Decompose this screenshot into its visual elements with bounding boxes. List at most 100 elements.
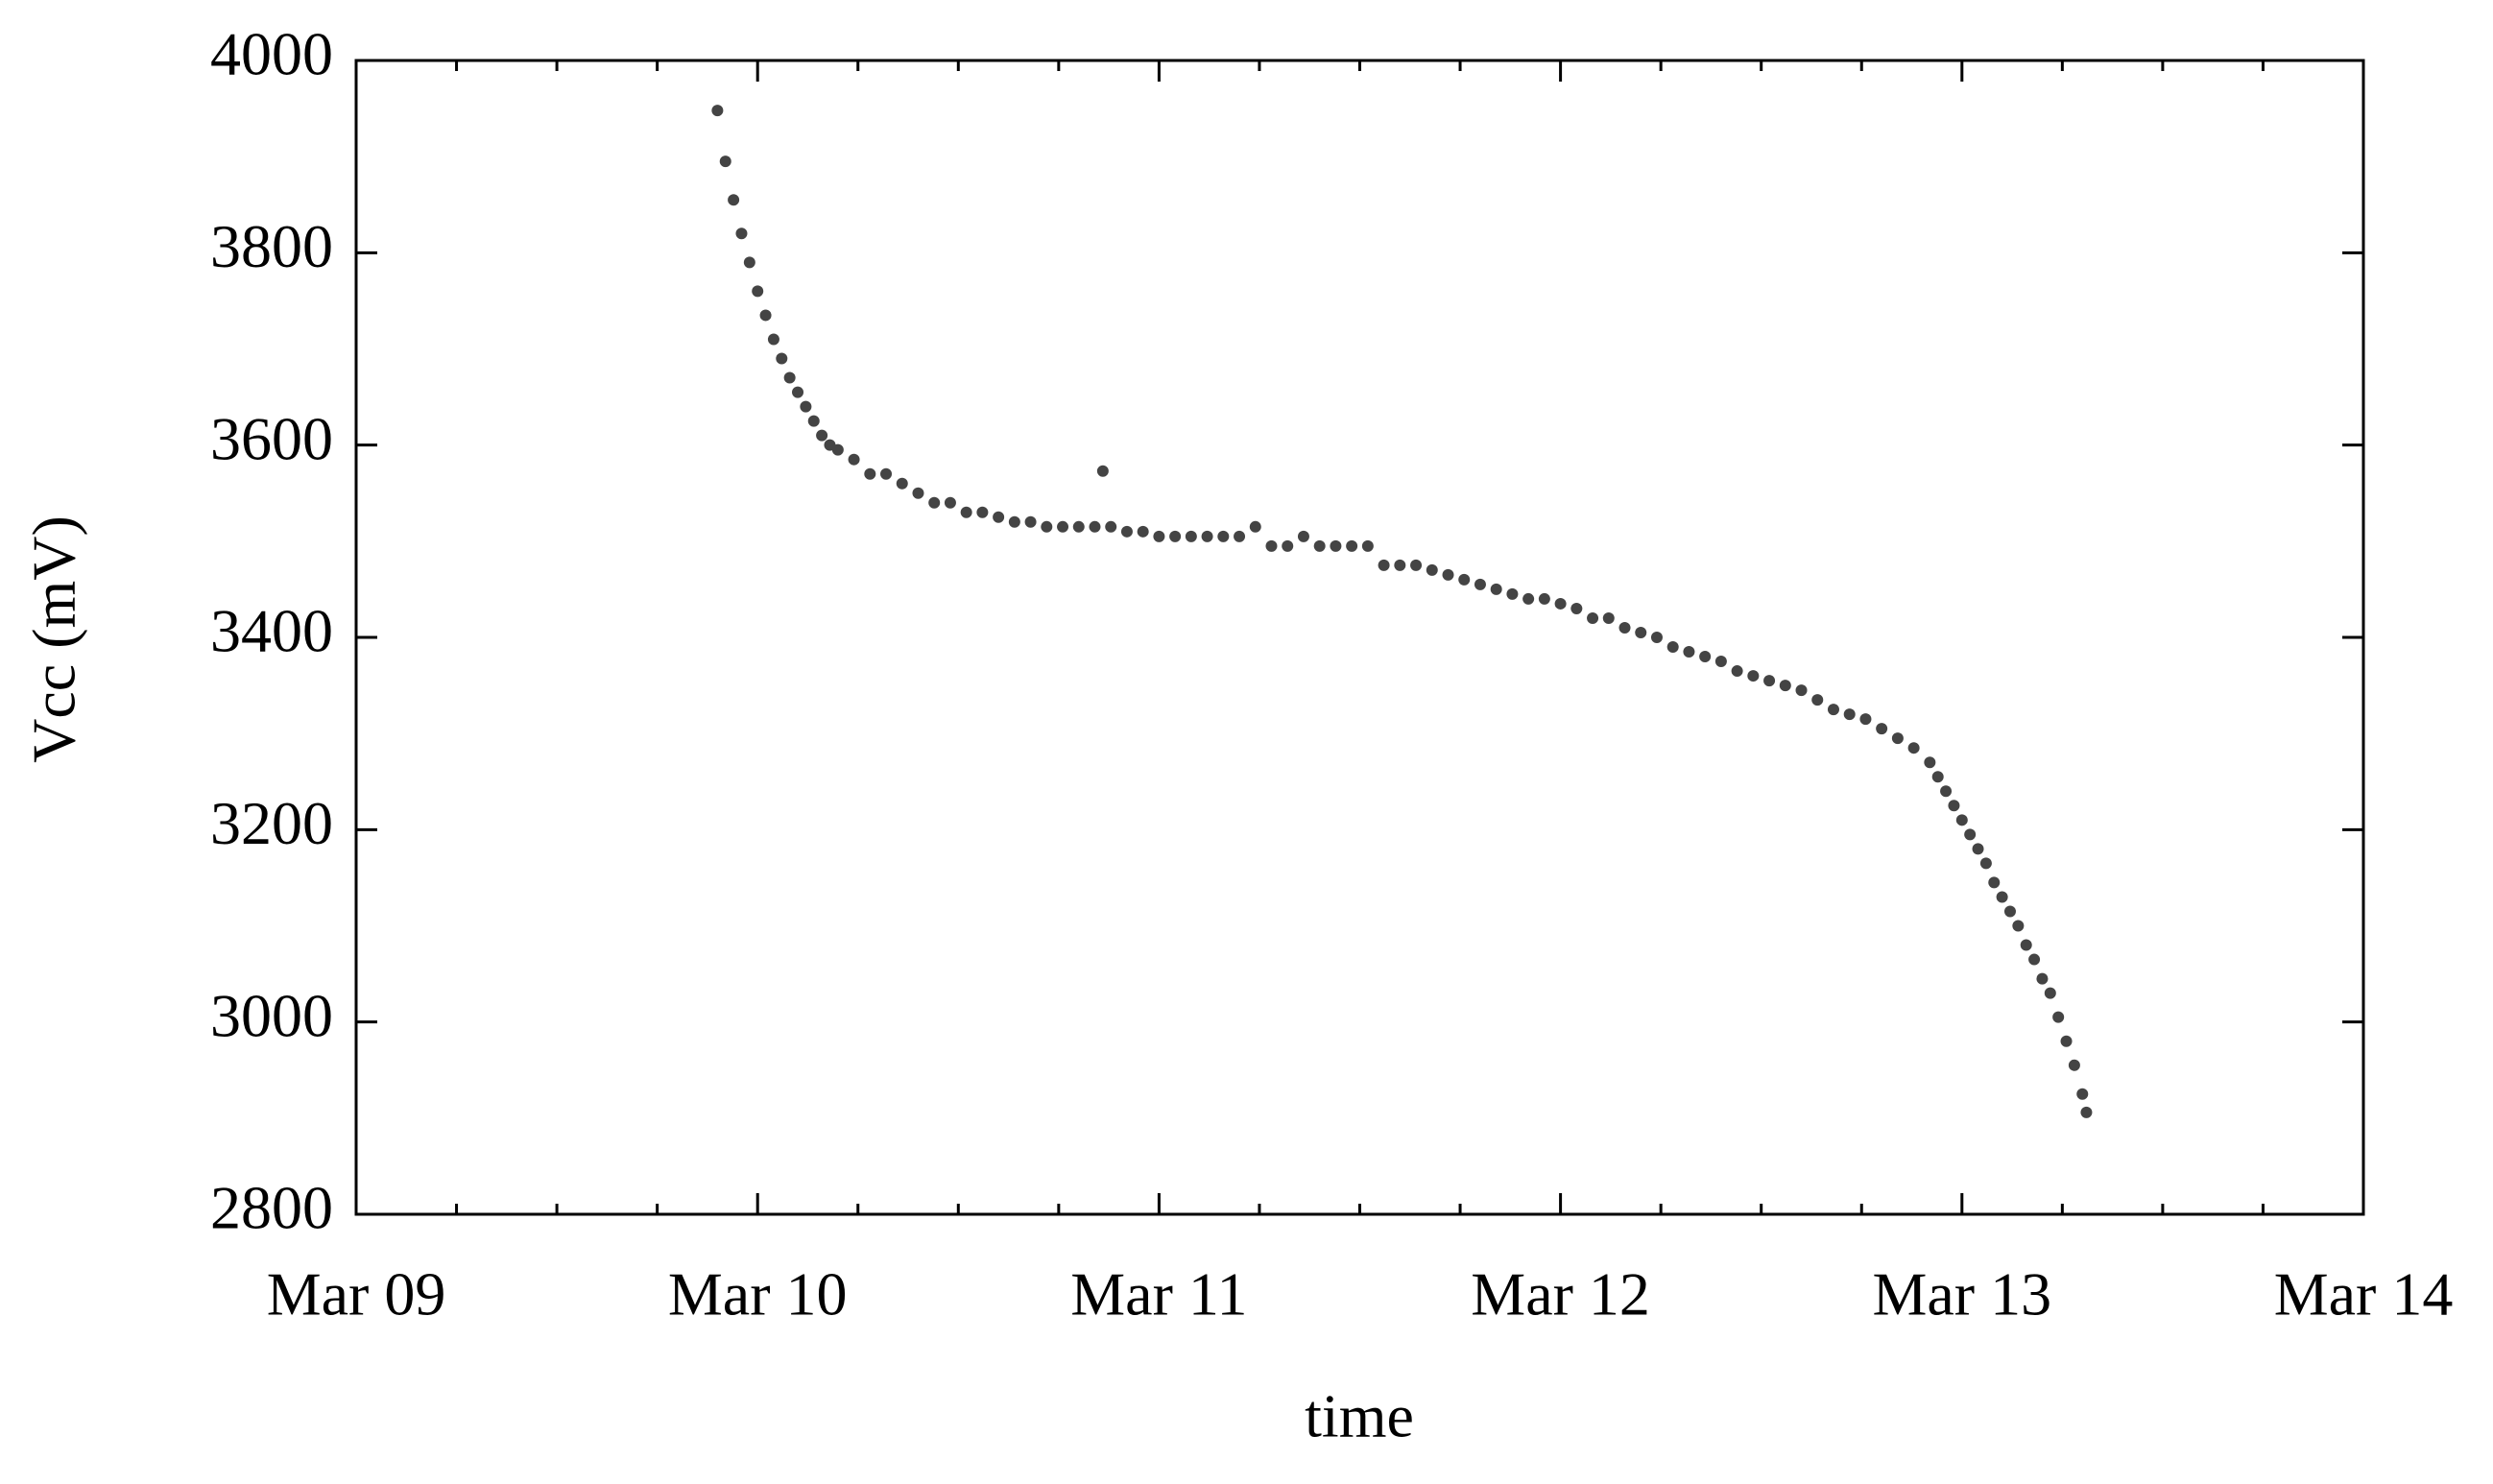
- data-point: [912, 487, 924, 499]
- data-point: [1964, 828, 1977, 841]
- x-tick-label: Mar 10: [668, 1260, 848, 1328]
- x-tick-label: Mar 12: [1471, 1260, 1650, 1328]
- data-point: [1265, 539, 1278, 552]
- data-point: [1683, 646, 1695, 658]
- data-point: [1378, 559, 1390, 571]
- data-point: [1120, 525, 1133, 538]
- data-point: [752, 285, 764, 298]
- y-tick-label: 3000: [210, 981, 333, 1049]
- data-point: [767, 333, 779, 346]
- data-point: [1876, 723, 1888, 735]
- data-point: [1948, 800, 1960, 812]
- data-point: [1330, 539, 1342, 552]
- data-point: [1217, 530, 1230, 542]
- y-tick-label: 3800: [210, 212, 333, 280]
- data-point: [1458, 573, 1471, 586]
- data-point: [1249, 520, 1261, 533]
- data-point: [1297, 530, 1309, 542]
- data-point: [1570, 602, 1583, 614]
- data-point: [1024, 515, 1037, 528]
- data-point: [1554, 597, 1567, 610]
- data-point: [1201, 530, 1213, 542]
- data-point: [816, 429, 828, 442]
- data-point: [1699, 651, 1712, 663]
- data-point: [880, 467, 893, 480]
- data-point: [1979, 857, 1992, 870]
- data-point: [2003, 905, 2016, 918]
- data-point: [1282, 539, 1294, 552]
- data-point: [1972, 843, 1984, 855]
- data-point: [2036, 972, 2049, 985]
- data-point: [1940, 785, 1953, 798]
- data-point: [960, 506, 972, 518]
- data-point: [1072, 520, 1085, 533]
- data-point: [944, 496, 956, 509]
- data-point: [1714, 656, 1727, 668]
- data-point: [2028, 953, 2041, 966]
- data-point: [1346, 539, 1358, 552]
- data-point: [2012, 920, 2025, 932]
- data-point: [1859, 713, 1872, 726]
- data-point: [1811, 694, 1824, 706]
- data-point: [864, 467, 876, 480]
- data-point: [1426, 563, 1438, 576]
- data-point: [1185, 530, 1197, 542]
- data-point: [1827, 704, 1839, 716]
- data-point: [2020, 939, 2032, 951]
- data-point: [1650, 632, 1663, 643]
- data-point: [759, 309, 772, 322]
- data-point: [2052, 1011, 2065, 1023]
- data-point: [1955, 814, 1968, 826]
- data-point: [2060, 1035, 2073, 1047]
- data-point: [728, 194, 740, 206]
- data-point: [792, 386, 804, 398]
- data-point: [1137, 525, 1149, 538]
- x-tick-label: Mar 09: [267, 1260, 446, 1328]
- data-point: [1988, 876, 2001, 889]
- data-point: [1474, 578, 1486, 590]
- data-point: [2068, 1059, 2080, 1071]
- data-point: [1506, 587, 1519, 600]
- data-point: [848, 453, 860, 466]
- data-point: [1410, 559, 1423, 571]
- data-point: [831, 443, 844, 456]
- y-tick-label: 4000: [210, 20, 333, 88]
- data-point: [1394, 559, 1406, 571]
- data-point: [1096, 465, 1109, 477]
- data-point: [1041, 520, 1053, 533]
- data-point: [1089, 520, 1101, 533]
- data-point: [776, 352, 788, 365]
- data-point: [1057, 520, 1069, 533]
- data-point: [743, 256, 755, 269]
- y-tick-label: 3400: [210, 597, 333, 665]
- data-point: [976, 506, 989, 518]
- data-point: [783, 371, 796, 384]
- data-point: [1747, 670, 1760, 682]
- data-point: [1779, 680, 1791, 692]
- data-point: [1538, 592, 1550, 605]
- data-point: [896, 477, 908, 490]
- data-point: [807, 415, 820, 427]
- y-tick-label: 3200: [210, 789, 333, 857]
- data-point: [2080, 1106, 2093, 1118]
- data-point: [993, 511, 1005, 523]
- y-axis-label: Vcc (mV): [20, 515, 88, 763]
- data-point: [1931, 771, 1944, 783]
- plot-frame: [354, 59, 2365, 1216]
- x-tick-label: Mar 14: [2274, 1260, 2454, 1328]
- data-point: [1666, 641, 1679, 654]
- data-point: [1602, 611, 1615, 624]
- data-point: [2076, 1088, 2089, 1100]
- data-point: [1105, 520, 1117, 533]
- data-point: [1618, 621, 1631, 634]
- data-point: [1907, 742, 1920, 754]
- x-axis-label: time: [1305, 1382, 1414, 1450]
- data-point: [1522, 592, 1535, 605]
- data-point: [735, 227, 748, 240]
- data-point: [1635, 626, 1647, 638]
- data-point: [1008, 515, 1020, 528]
- data-point: [1234, 530, 1246, 542]
- data-point: [1891, 732, 1904, 745]
